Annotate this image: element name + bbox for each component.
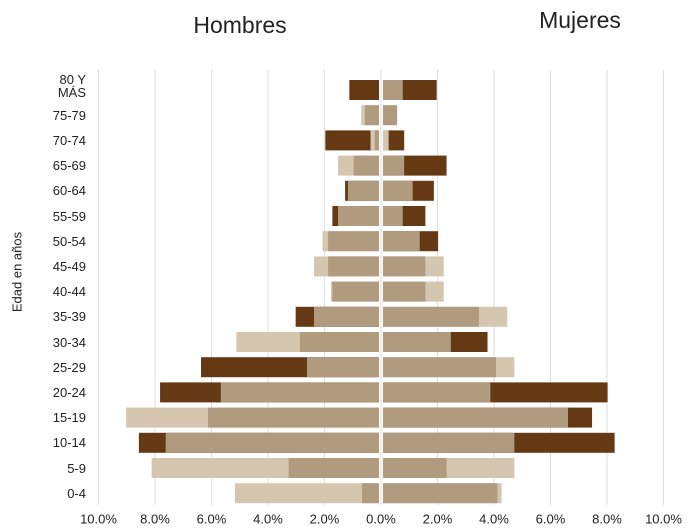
- y-tick-label: 60-64: [52, 183, 86, 199]
- x-tick-label: 6.0%: [536, 511, 566, 526]
- x-tick-label: 10.0%: [645, 511, 682, 526]
- bar: [383, 105, 398, 126]
- bar: [165, 432, 379, 453]
- y-tick-label: 45-49: [52, 258, 86, 274]
- x-tick-label: 0.0%: [366, 511, 396, 526]
- x-tick-label: 2.0%: [423, 511, 453, 526]
- y-tick-label: 0-4: [67, 485, 86, 501]
- bar: [288, 458, 379, 478]
- y-tick-label: 75-79: [52, 107, 86, 123]
- bar: [383, 432, 515, 453]
- bar: [383, 407, 569, 428]
- y-tick-label: 40-44: [52, 284, 86, 300]
- x-tick-label: 10.0%: [80, 511, 117, 526]
- y-tick-label: 65-69: [52, 158, 86, 174]
- x-tick-label: 8.0%: [140, 511, 170, 526]
- x-tick-label: 2.0%: [310, 511, 340, 526]
- y-tick-label: 5-9: [67, 460, 86, 476]
- x-tick-label: 6.0%: [197, 511, 227, 526]
- y-tick-label: 30-34: [52, 334, 86, 350]
- bar: [383, 206, 403, 226]
- x-tick-label: 8.0%: [592, 511, 622, 526]
- bar: [364, 105, 379, 126]
- bar: [383, 483, 498, 504]
- bar: [383, 357, 496, 378]
- bar: [347, 180, 379, 201]
- bar: [208, 407, 379, 428]
- bar: [220, 382, 379, 403]
- bar: [383, 231, 420, 252]
- bar: [328, 256, 379, 277]
- bar: [383, 332, 451, 352]
- y-tick-label: 25-29: [52, 359, 86, 375]
- bar: [234, 483, 379, 504]
- right-title: Mujeres: [539, 7, 621, 33]
- y-tick-label: 80 Y MÁS: [57, 72, 86, 100]
- bar: [374, 130, 379, 151]
- bar: [338, 206, 379, 226]
- bar: [362, 483, 379, 504]
- bar: [383, 80, 403, 100]
- x-tick-label: 4.0%: [253, 511, 283, 526]
- bar: [353, 155, 379, 176]
- bar: [383, 458, 447, 478]
- y-tick-label: 20-24: [52, 384, 86, 400]
- bar: [328, 231, 379, 252]
- bar: [299, 332, 379, 352]
- bar: [349, 80, 379, 100]
- bar: [383, 256, 426, 277]
- left-title: Hombres: [193, 12, 286, 38]
- y-tick-label: 15-19: [52, 410, 86, 426]
- bar: [383, 281, 426, 302]
- y-axis-label: Edad en años: [9, 231, 24, 312]
- y-tick-label: 50-54: [52, 233, 86, 249]
- bar: [325, 130, 379, 151]
- bar: [383, 180, 413, 201]
- bar: [314, 306, 379, 327]
- bar: [383, 130, 389, 151]
- bar: [332, 281, 379, 302]
- bar: [383, 306, 480, 327]
- bar: [383, 155, 405, 176]
- y-tick-label: 35-39: [52, 309, 86, 325]
- y-tick-label: 70-74: [52, 132, 86, 148]
- x-tick-label: 4.0%: [479, 511, 509, 526]
- y-tick-label: 55-59: [52, 208, 86, 224]
- bar: [306, 357, 379, 378]
- bar: [383, 382, 491, 403]
- y-tick-label: 10-14: [52, 435, 86, 451]
